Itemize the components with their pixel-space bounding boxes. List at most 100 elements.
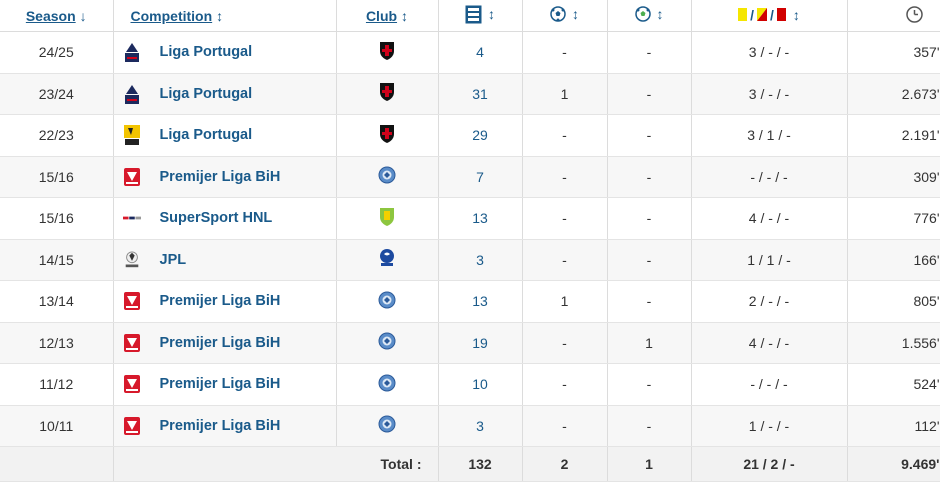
assists-cell: - [607,239,692,281]
club-cell[interactable] [336,156,439,198]
competition-cell[interactable]: Premijer Liga BiH [113,322,337,364]
apps-header[interactable]: ↕ [438,0,523,32]
goals-header[interactable]: ↕ [522,0,608,32]
goals-cell: - [522,114,608,157]
club-sort-link[interactable]: Club [365,7,398,24]
club-logo-icon[interactable] [378,166,396,186]
competition-cell[interactable]: Premijer Liga BiH [113,280,337,323]
minutes-cell: 805' [847,280,940,323]
competition-cell[interactable]: Premijer Liga BiH [113,363,337,406]
competition-link[interactable]: Premijer Liga BiH [159,376,281,393]
season-cell: 14/15 [0,239,114,281]
sort-icon[interactable]: ↕ [488,6,495,22]
minutes-cell: 776' [847,197,940,240]
season-cell: 24/25 [0,31,114,74]
sort-icon[interactable]: ↕ [216,7,224,24]
competition-cell[interactable]: Liga Portugal [113,73,337,115]
club-logo-icon[interactable] [378,207,396,227]
club-logo-icon[interactable] [378,82,396,102]
season-cell: 11/12 [0,363,114,406]
competition-link[interactable]: Liga Portugal [159,127,253,144]
competition-link[interactable]: Liga Portugal [159,85,253,102]
sort-icon[interactable]: ↕ [792,6,800,23]
assists-cell: - [607,197,692,240]
competition-logo-icon[interactable] [122,207,141,229]
assists-cell: - [607,31,692,74]
competition-cell[interactable]: Premijer Liga BiH [113,156,337,198]
table-row: 24/25 Liga Portugal 4 - - 3 / - / - 357' [0,31,940,74]
apps-cell[interactable]: 29 [438,114,523,157]
competition-link[interactable]: Premijer Liga BiH [159,334,281,351]
sort-down-icon[interactable]: ↓ [79,7,87,24]
minutes-cell: 309' [847,156,940,198]
competition-logo-icon[interactable] [123,124,141,146]
competition-cell[interactable]: Liga Portugal [113,31,337,74]
apps-cell[interactable]: 10 [438,363,523,406]
club-logo-icon[interactable] [378,291,396,311]
competition-cell[interactable]: SuperSport HNL [113,197,337,240]
competition-link[interactable]: Premijer Liga BiH [159,293,281,310]
competition-logo-icon[interactable] [123,373,141,395]
club-logo-icon[interactable] [378,124,396,144]
club-cell[interactable] [336,197,439,240]
table-row: 15/16 Premijer Liga BiH 7 - - - / - / - … [0,156,940,198]
table-row: 15/16 SuperSport HNL 13 - - 4 / - / - 77… [0,197,940,240]
sort-icon[interactable]: ↕ [572,6,579,22]
club-cell[interactable] [336,73,439,115]
competition-logo-icon[interactable] [123,332,141,354]
club-cell[interactable] [336,114,439,157]
competition-cell[interactable]: Premijer Liga BiH [113,405,337,447]
apps-cell[interactable]: 3 [438,405,523,447]
competition-cell[interactable]: JPL [113,239,337,281]
cards-cell: 4 / - / - [691,197,848,240]
apps-cell[interactable]: 19 [438,322,523,364]
apps-cell[interactable]: 13 [438,197,523,240]
club-logo-icon[interactable] [378,248,396,268]
cards-cell: - / - / - [691,156,848,198]
season-cell: 15/16 [0,197,114,240]
competition-logo-icon[interactable] [123,249,141,271]
competition-logo-icon[interactable] [123,415,141,437]
club-logo-icon[interactable] [378,332,396,352]
apps-cell[interactable]: 4 [438,31,523,74]
club-cell[interactable] [336,239,439,281]
competition-link[interactable]: Liga Portugal [159,44,253,61]
assists-cell: - [607,280,692,323]
competition-link[interactable]: JPL [159,251,187,268]
apps-cell[interactable]: 13 [438,280,523,323]
sort-icon[interactable]: ↕ [401,7,409,24]
apps-cell[interactable]: 3 [438,239,523,281]
club-logo-icon[interactable] [378,415,396,435]
assists-header[interactable]: ↕ [607,0,692,32]
season-sort-link[interactable]: Season [25,7,76,24]
total-goals: 2 [522,446,608,482]
minutes-header[interactable] [847,0,940,32]
club-cell[interactable] [336,405,439,447]
goals-cell: - [522,197,608,240]
competition-cell[interactable]: Liga Portugal [113,114,337,157]
cards-header[interactable]: / / ↕ [691,0,848,32]
total-assists: 1 [607,446,692,482]
competition-logo-icon[interactable] [123,166,141,188]
competition-sort-link[interactable]: Competition [130,7,213,24]
competition-link[interactable]: Premijer Liga BiH [159,168,281,185]
apps-cell[interactable]: 7 [438,156,523,198]
competition-logo-icon[interactable] [123,83,141,105]
goals-cell: - [522,156,608,198]
apps-cell[interactable]: 31 [438,73,523,115]
club-cell[interactable] [336,280,439,323]
assist-ball-icon [634,6,651,22]
club-logo-icon[interactable] [378,41,396,61]
club-header[interactable]: Club ↕ [336,0,439,32]
competition-link[interactable]: Premijer Liga BiH [159,417,281,434]
season-header[interactable]: Season ↓ [0,0,114,32]
club-cell[interactable] [336,322,439,364]
competition-link[interactable]: SuperSport HNL [159,210,273,227]
competition-header[interactable]: Competition ↕ [113,0,337,32]
competition-logo-icon[interactable] [123,290,141,312]
club-cell[interactable] [336,31,439,74]
club-logo-icon[interactable] [378,374,396,394]
club-cell[interactable] [336,363,439,406]
sort-icon[interactable]: ↕ [656,6,664,22]
competition-logo-icon[interactable] [123,41,141,63]
